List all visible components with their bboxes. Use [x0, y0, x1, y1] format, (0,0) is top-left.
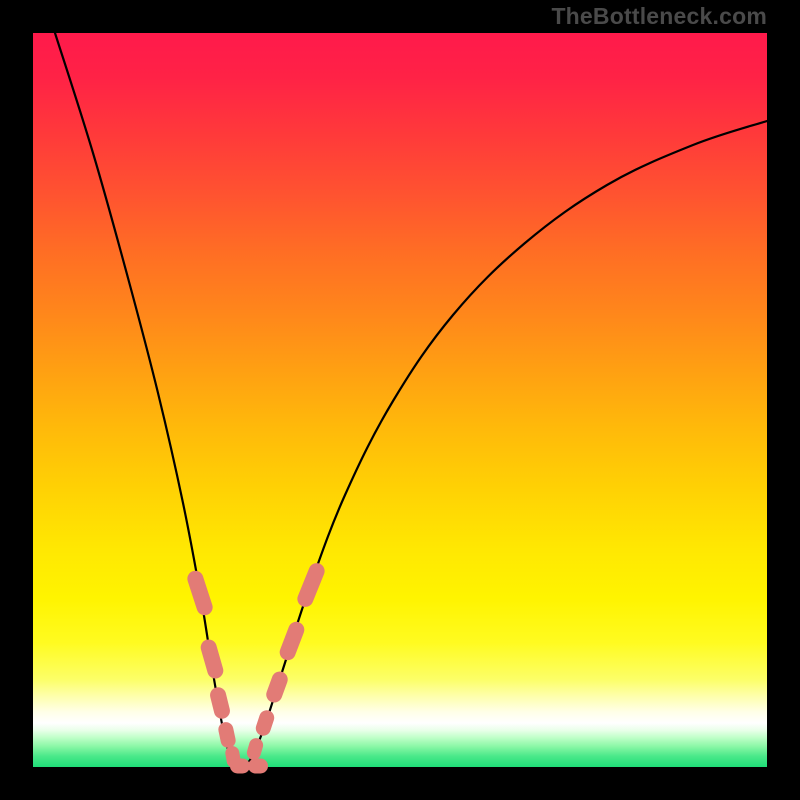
data-marker: [248, 759, 268, 774]
data-marker: [230, 759, 250, 774]
watermark-text: TheBottleneck.com: [551, 3, 767, 30]
curve-layer: [33, 33, 767, 767]
gradient-background: [33, 33, 767, 767]
chart-frame: TheBottleneck.com: [0, 0, 800, 800]
plot-area: [33, 33, 767, 767]
